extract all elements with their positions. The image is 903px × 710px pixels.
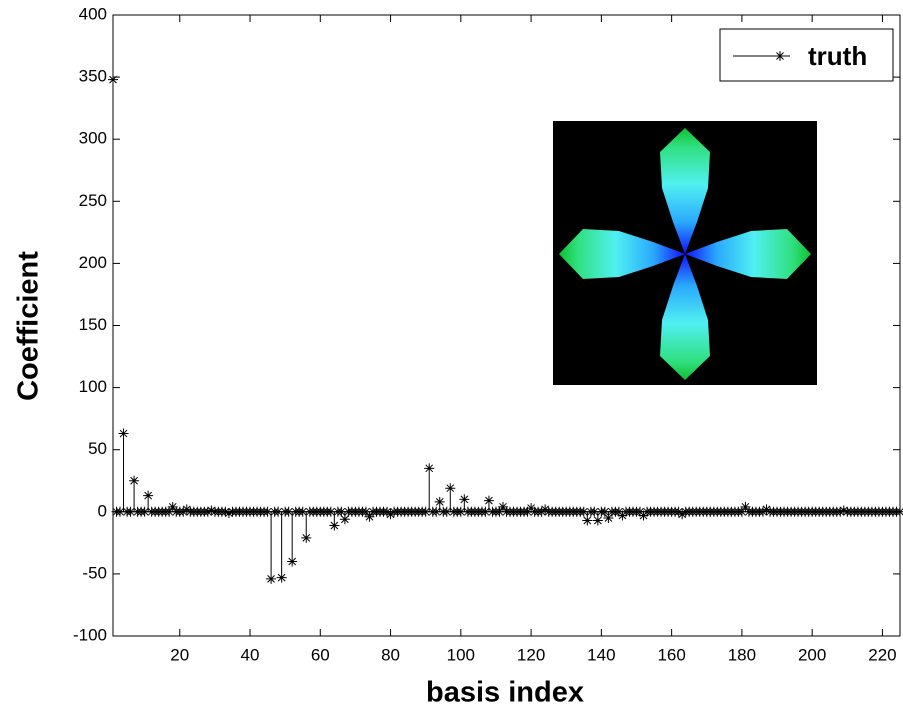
y-tick-label: 200 bbox=[79, 253, 107, 272]
y-tick-label: 350 bbox=[79, 67, 107, 86]
inset-lobe bbox=[660, 128, 710, 254]
y-tick-label: 300 bbox=[79, 129, 107, 148]
stem bbox=[336, 506, 347, 517]
stem bbox=[613, 506, 624, 517]
y-tick-label: 250 bbox=[79, 191, 107, 210]
stem bbox=[445, 483, 456, 512]
stem bbox=[143, 490, 154, 512]
stem bbox=[455, 506, 466, 517]
stem bbox=[431, 506, 442, 517]
stem bbox=[273, 506, 284, 517]
legend-box bbox=[719, 28, 894, 82]
stem bbox=[673, 506, 684, 517]
stem bbox=[202, 506, 213, 517]
x-tick-label: 140 bbox=[587, 645, 615, 664]
stem bbox=[757, 506, 768, 517]
stem bbox=[578, 506, 589, 517]
x-tick-label: 180 bbox=[728, 645, 756, 664]
stem bbox=[339, 511, 350, 525]
stem bbox=[526, 503, 537, 514]
stem bbox=[178, 506, 189, 517]
y-tick-label: 50 bbox=[88, 439, 107, 458]
stem bbox=[582, 511, 593, 526]
x-tick-label: 60 bbox=[311, 645, 330, 664]
stem bbox=[276, 511, 287, 583]
x-axis-title: basis index bbox=[426, 677, 584, 709]
x-tick-label: 160 bbox=[657, 645, 685, 664]
stem bbox=[617, 510, 628, 521]
stem bbox=[266, 511, 277, 584]
x-tick-label: 100 bbox=[447, 645, 475, 664]
stem bbox=[262, 506, 273, 517]
stem bbox=[118, 428, 129, 512]
inset-lobe bbox=[685, 229, 811, 279]
y-tick-label: -50 bbox=[82, 563, 107, 582]
stem bbox=[761, 504, 772, 515]
stem bbox=[522, 506, 533, 517]
stem bbox=[740, 501, 751, 512]
stem bbox=[297, 506, 308, 517]
y-tick-label: -100 bbox=[73, 625, 107, 644]
x-tick-label: 120 bbox=[517, 645, 545, 664]
stem bbox=[434, 496, 445, 512]
stem bbox=[360, 506, 371, 517]
stem bbox=[164, 506, 175, 517]
stem bbox=[382, 506, 393, 517]
stem bbox=[283, 506, 294, 517]
y-tick-label: 400 bbox=[79, 4, 107, 23]
stem bbox=[483, 495, 494, 512]
stem bbox=[364, 511, 375, 522]
stem bbox=[125, 506, 136, 517]
x-tick-label: 80 bbox=[381, 645, 400, 664]
stem bbox=[206, 505, 217, 516]
stem bbox=[835, 506, 846, 517]
legend-marker bbox=[775, 51, 785, 61]
stem bbox=[129, 475, 140, 512]
y-tick-label: 100 bbox=[79, 377, 107, 396]
x-tick-label: 200 bbox=[798, 645, 826, 664]
stem bbox=[139, 506, 150, 517]
stem bbox=[329, 511, 340, 531]
stem bbox=[385, 509, 396, 520]
stem bbox=[589, 506, 600, 517]
stem bbox=[677, 509, 688, 520]
stem bbox=[592, 511, 603, 526]
legend: truth bbox=[719, 28, 894, 82]
stem bbox=[497, 501, 508, 512]
y-tick-label: 150 bbox=[79, 315, 107, 334]
y-tick-label: 0 bbox=[98, 501, 107, 520]
stem bbox=[895, 506, 903, 517]
stem bbox=[424, 463, 435, 512]
stem bbox=[494, 506, 505, 517]
stem bbox=[536, 506, 547, 517]
stem bbox=[540, 504, 551, 515]
stem bbox=[325, 506, 336, 517]
stem bbox=[459, 494, 470, 512]
stem bbox=[638, 510, 649, 521]
stem bbox=[301, 511, 312, 543]
stem bbox=[480, 506, 491, 517]
inset-image bbox=[553, 121, 817, 385]
x-tick-label: 220 bbox=[868, 645, 896, 664]
stem bbox=[181, 504, 192, 515]
stem bbox=[635, 506, 646, 517]
inset-lobe bbox=[660, 254, 710, 380]
inset-lobe bbox=[559, 229, 685, 279]
stem bbox=[599, 506, 610, 517]
y-axis-title: Coefficient bbox=[13, 251, 45, 401]
stem bbox=[115, 506, 126, 517]
stem bbox=[287, 511, 298, 567]
stem bbox=[420, 506, 431, 517]
x-tick-label: 20 bbox=[170, 645, 189, 664]
stem bbox=[108, 74, 118, 512]
legend-label: truth bbox=[808, 41, 867, 71]
stem bbox=[167, 501, 178, 512]
stem bbox=[441, 506, 452, 517]
stem bbox=[220, 506, 231, 517]
stem bbox=[838, 505, 849, 516]
x-tick-label: 40 bbox=[241, 645, 260, 664]
stem bbox=[736, 506, 747, 517]
stem bbox=[223, 508, 234, 519]
